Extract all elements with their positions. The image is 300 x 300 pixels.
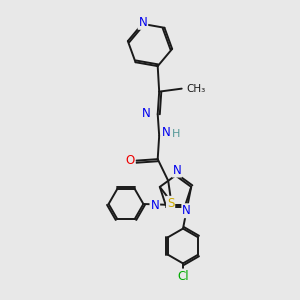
Text: S: S (167, 197, 174, 210)
Text: N: N (161, 126, 170, 139)
Text: CH₃: CH₃ (186, 84, 206, 94)
Text: N: N (151, 199, 159, 212)
Text: Cl: Cl (177, 269, 189, 283)
Text: N: N (182, 204, 191, 217)
Text: N: N (142, 107, 151, 120)
Text: O: O (125, 154, 135, 167)
Text: H: H (172, 129, 180, 139)
Text: N: N (172, 164, 182, 177)
Text: N: N (139, 16, 147, 29)
